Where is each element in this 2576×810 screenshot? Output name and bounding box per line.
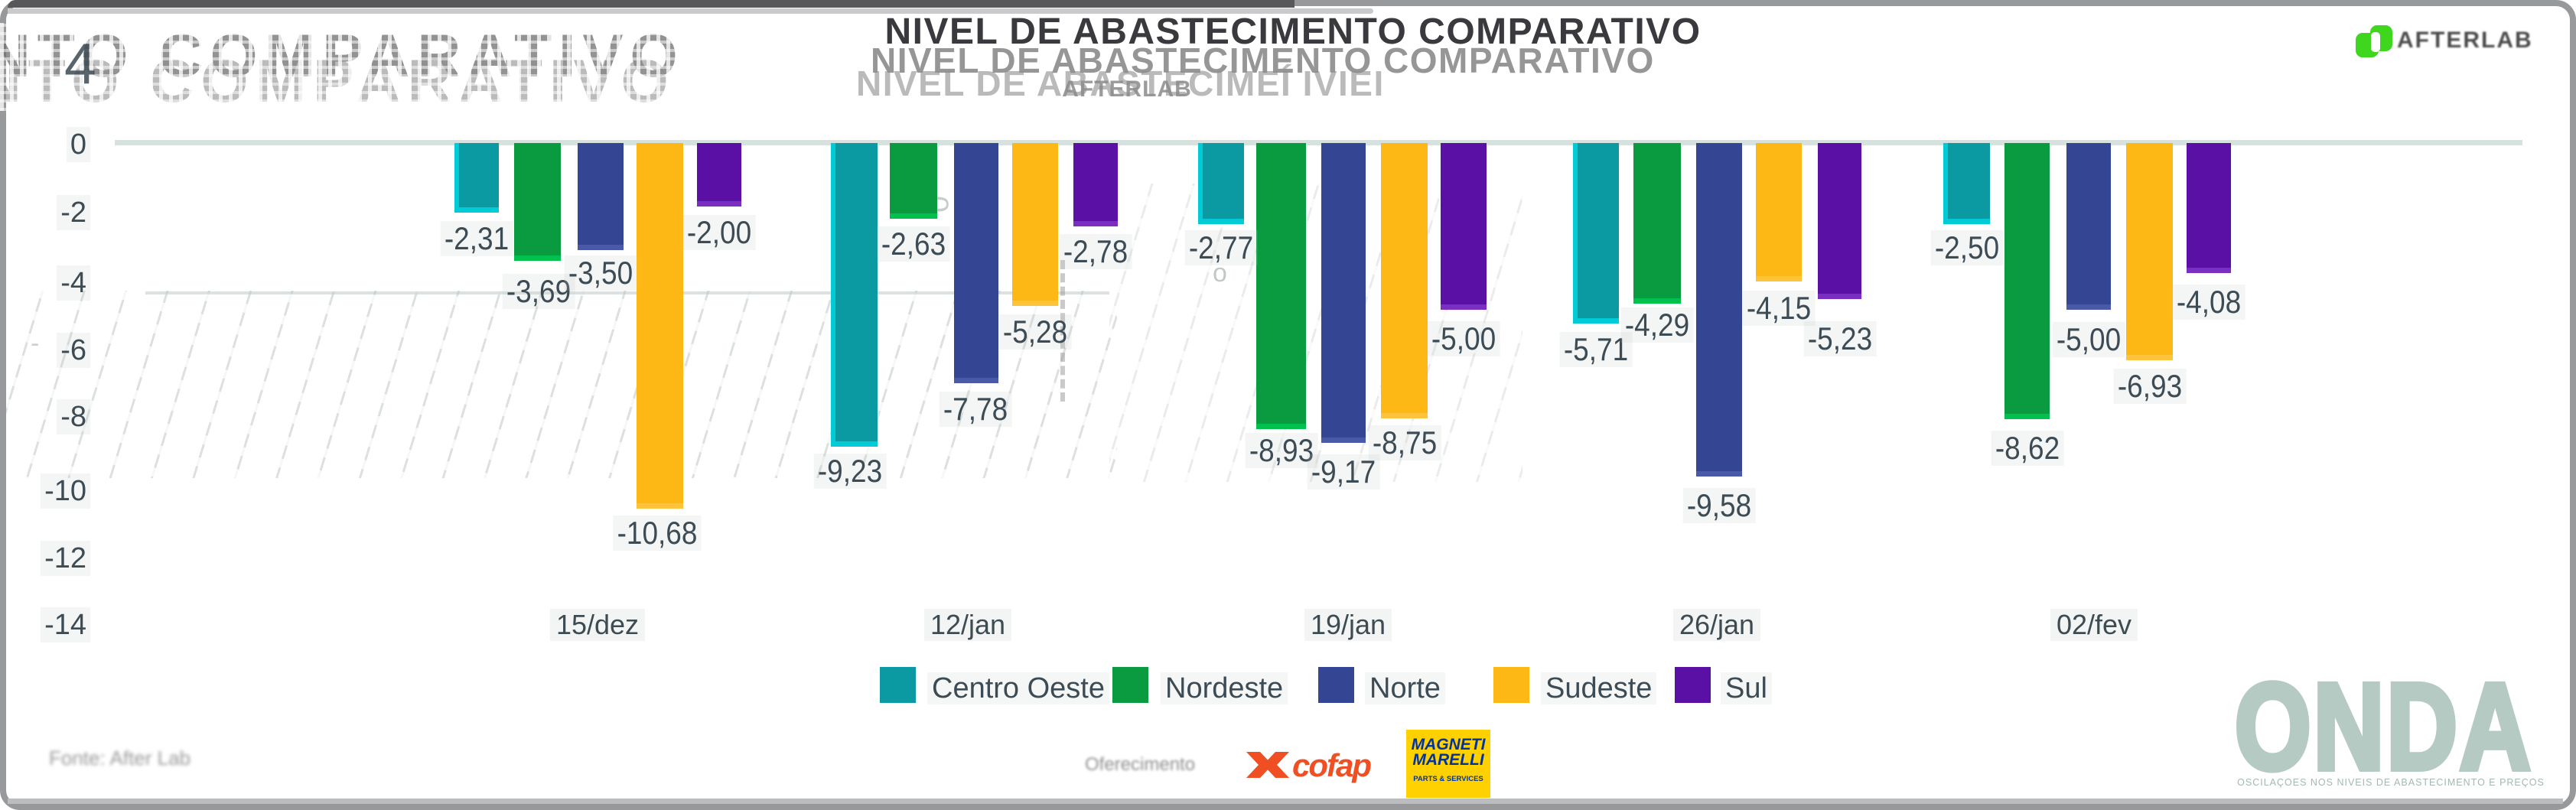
svg-text:cofap: cofap xyxy=(1292,747,1371,783)
